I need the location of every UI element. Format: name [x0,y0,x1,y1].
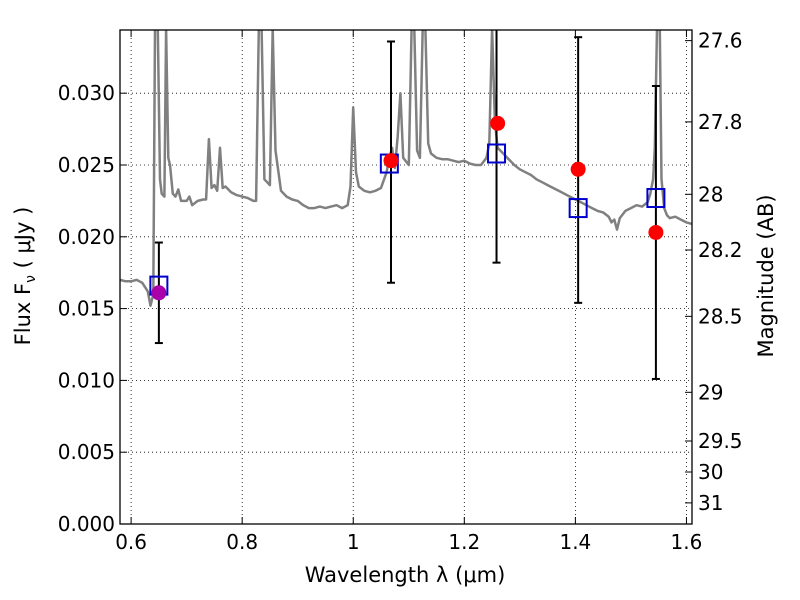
grid-lines [120,30,692,525]
y2-tick-label: 28.5 [698,304,743,328]
y2-tick-label: 28 [698,182,723,206]
y2-tick-label: 29.5 [698,429,743,453]
plot-frame [119,29,693,525]
y2-tick-label: 27.6 [698,29,743,53]
y2-tick-label: 29 [698,380,723,404]
model-flux-marker [487,143,507,164]
model-spectrum-line [120,30,692,307]
y-tick-label: 0.010 [58,368,115,392]
observed-flux-marker [648,224,664,240]
model-flux-marker [646,188,666,209]
y-tick-label: 0.020 [58,225,115,249]
y2-axis-label: Magnitude (AB) [754,194,778,357]
y-tick-label: 0.015 [58,297,115,321]
y2-tick-label: 30 [698,460,723,484]
x-axis-label: Wavelength λ (μm) [305,563,506,587]
y-tick-label: 0.005 [58,440,115,464]
y2-tick-label: 28.2 [698,238,743,262]
x-tick-label: 1 [347,530,360,554]
y-axis-label: Flux Fν ( μJy ) [11,207,39,346]
y-axis-label-main: Flux F [11,283,35,345]
y2-tick-label: 27.8 [698,110,743,134]
axis-ticks: 0.6 0.8 1 1.2 1.4 1.6 0.000 0.005 0.010 0.015 0.02… [58,29,743,554]
x-tick-label: 1.6 [671,530,703,554]
x-tick-label: 1.2 [448,530,480,554]
observed-flux-marker [151,285,167,301]
y-tick-label: 0.025 [58,153,115,177]
x-tick-label: 0.6 [115,530,147,554]
y-axis-label-unit: ( μJy ) [11,207,35,275]
y-axis-label-subscript: ν [23,275,39,283]
observed-flux-marker [383,153,399,169]
model-flux-marker [568,198,588,219]
x-tick-label: 0.8 [226,530,258,554]
x-tick-label: 1.4 [559,530,591,554]
y-tick-label: 0.030 [58,81,115,105]
y2-tick-label: 31 [698,491,723,515]
plot-area [120,30,692,380]
y-tick-label: 0.000 [58,512,115,536]
observed-flux-marker [570,161,586,177]
observed-flux-marker [490,115,506,131]
